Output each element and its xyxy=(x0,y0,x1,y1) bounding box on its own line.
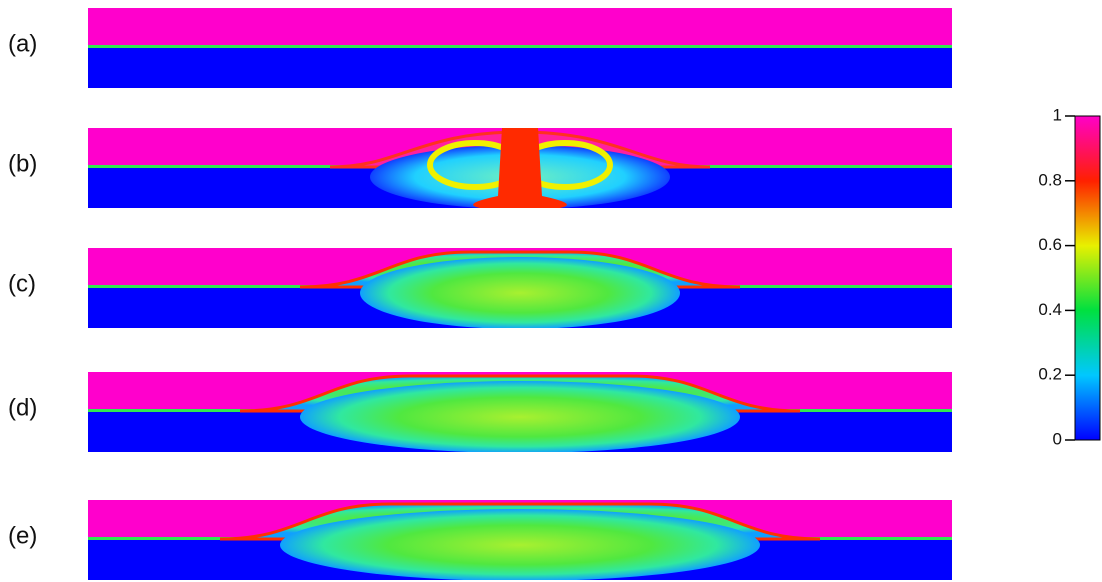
colorbar-tick-label: 0.4 xyxy=(1038,300,1062,319)
panel-label: (e) xyxy=(8,522,37,549)
panel-label: (c) xyxy=(8,270,36,297)
panel-label: (b) xyxy=(8,150,37,177)
interface xyxy=(88,45,952,48)
panel xyxy=(88,500,952,580)
colorbar-tick-label: 0.6 xyxy=(1038,235,1062,254)
blob xyxy=(360,257,680,328)
panel-label: (d) xyxy=(8,394,37,421)
lower-phase xyxy=(88,47,952,88)
panel xyxy=(88,8,952,88)
stem xyxy=(473,128,567,208)
panel-label: (a) xyxy=(8,30,37,57)
colorbar xyxy=(1074,115,1101,441)
colorbar-tick-label: 0 xyxy=(1053,429,1062,448)
panel xyxy=(88,248,952,328)
upper-phase xyxy=(88,8,952,47)
colorbar-tick-label: 1 xyxy=(1053,105,1062,124)
colorbar-tick-label: 0.8 xyxy=(1038,170,1062,189)
panel xyxy=(88,128,952,208)
blob xyxy=(300,381,740,452)
blob xyxy=(280,509,760,580)
panel xyxy=(88,372,952,452)
colorbar-tick-label: 0.2 xyxy=(1038,365,1062,384)
